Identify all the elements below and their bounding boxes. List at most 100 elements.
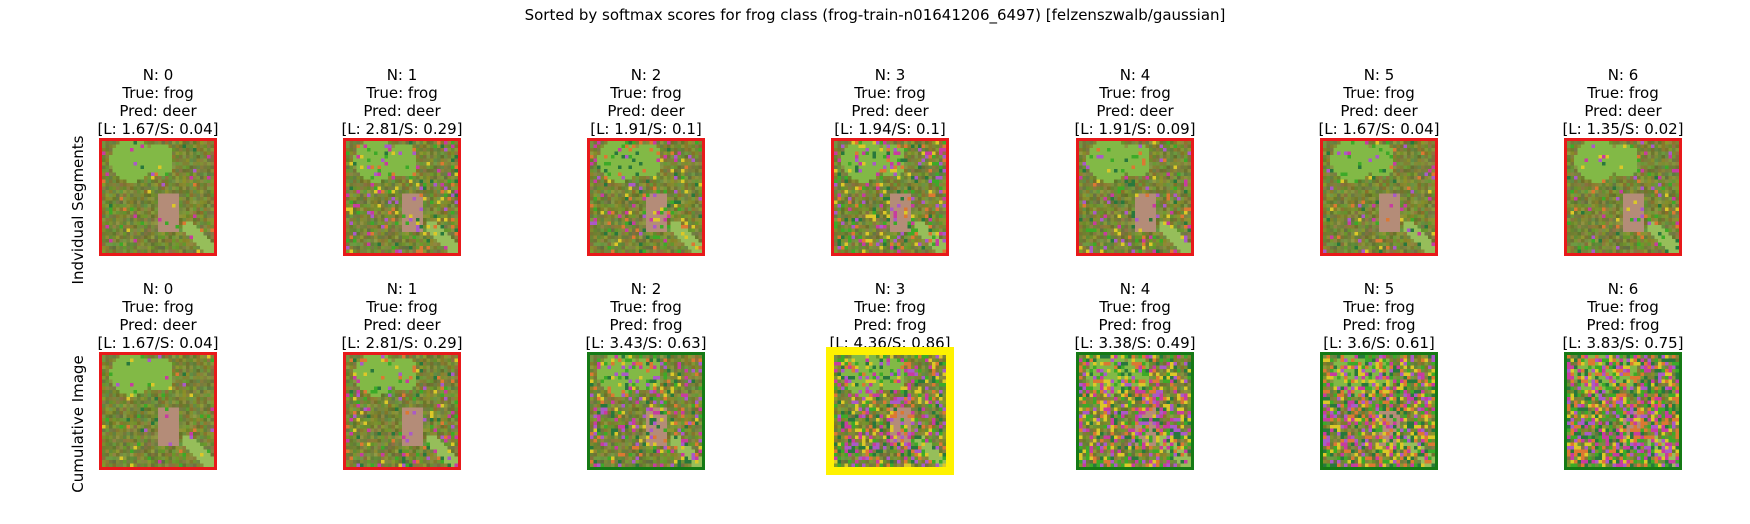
thumbnail-frame <box>1076 138 1194 256</box>
segment-index: N: 0 <box>142 280 174 298</box>
true-label: True: frog <box>854 84 926 102</box>
thumbnail-frame <box>1564 352 1682 470</box>
segment-index: N: 2 <box>630 280 662 298</box>
segment-index: N: 1 <box>386 66 418 84</box>
cell-caption: N: 2 True: frog Pred: deer [L: 1.91/S: 0.1] <box>546 66 746 138</box>
image-cell: N: 6 True: frog Pred: frog [L: 3.83/S: 0.75… <box>1523 280 1723 470</box>
true-label: True: frog <box>1343 298 1415 316</box>
true-label: True: frog <box>366 84 438 102</box>
thumbnail-frame <box>343 352 461 470</box>
thumbnail-image <box>590 141 702 253</box>
image-cell: N: 1 True: frog Pred: deer [L: 2.81/S: 0.29… <box>302 280 502 470</box>
segment-index: N: 6 <box>1607 280 1639 298</box>
score-label: [L: 1.94/S: 0.1] <box>834 120 946 138</box>
pred-label: Pred: frog <box>609 316 683 334</box>
segment-index: N: 0 <box>142 66 174 84</box>
cell-caption: N: 3 True: frog Pred: deer [L: 1.94/S: 0.1] <box>790 66 990 138</box>
pred-label: Pred: deer <box>119 316 197 334</box>
cell-caption: N: 5 True: frog Pred: deer [L: 1.67/S: 0.04… <box>1279 66 1479 138</box>
thumbnail-image <box>834 355 946 467</box>
score-label: [L: 2.81/S: 0.29] <box>341 334 463 352</box>
cell-caption: N: 1 True: frog Pred: deer [L: 2.81/S: 0.29… <box>302 280 502 352</box>
cell-caption: N: 5 True: frog Pred: frog [L: 3.6/S: 0.61] <box>1279 280 1479 352</box>
thumbnail-frame <box>99 352 217 470</box>
score-label: [L: 1.91/S: 0.1] <box>590 120 702 138</box>
thumbnail-image <box>346 141 458 253</box>
score-label: [L: 3.6/S: 0.61] <box>1323 334 1435 352</box>
true-label: True: frog <box>610 298 682 316</box>
true-label: True: frog <box>1587 84 1659 102</box>
image-cell: N: 2 True: frog Pred: frog [L: 3.43/S: 0.63… <box>546 280 746 470</box>
thumbnail-image <box>346 355 458 467</box>
segment-index: N: 3 <box>874 280 906 298</box>
segment-index: N: 5 <box>1363 66 1395 84</box>
segment-index: N: 1 <box>386 280 418 298</box>
thumbnail-frame <box>587 138 705 256</box>
image-cell: N: 1 True: frog Pred: deer [L: 2.81/S: 0.29… <box>302 66 502 256</box>
true-label: True: frog <box>366 298 438 316</box>
true-label: True: frog <box>1343 84 1415 102</box>
thumbnail-image <box>590 355 702 467</box>
image-cell: N: 4 True: frog Pred: frog [L: 3.38/S: 0.49… <box>1035 280 1235 470</box>
thumbnail-image <box>1079 141 1191 253</box>
true-label: True: frog <box>122 84 194 102</box>
image-cell: N: 5 True: frog Pred: deer [L: 1.67/S: 0.04… <box>1279 66 1479 256</box>
thumbnail-frame <box>1076 352 1194 470</box>
true-label: True: frog <box>610 84 682 102</box>
figure-title: Sorted by softmax scores for frog class … <box>524 6 1226 24</box>
pred-label: Pred: deer <box>1340 102 1418 120</box>
thumbnail-frame <box>1564 138 1682 256</box>
image-cell: N: 3 True: frog Pred: frog [L: 4.36/S: 0.86… <box>790 280 990 475</box>
cell-caption: N: 6 True: frog Pred: frog [L: 3.83/S: 0.75… <box>1523 280 1723 352</box>
true-label: True: frog <box>1099 298 1171 316</box>
segment-index: N: 6 <box>1607 66 1639 84</box>
thumbnail-image <box>834 141 946 253</box>
image-cell: N: 0 True: frog Pred: deer [L: 1.67/S: 0.04… <box>58 280 258 470</box>
thumbnail-frame <box>99 138 217 256</box>
cell-caption: N: 3 True: frog Pred: frog [L: 4.36/S: 0.86… <box>790 280 990 352</box>
pred-label: Pred: deer <box>851 102 929 120</box>
segment-index: N: 3 <box>874 66 906 84</box>
pred-label: Pred: deer <box>607 102 685 120</box>
true-label: True: frog <box>1587 298 1659 316</box>
thumbnail-image <box>1079 355 1191 467</box>
thumbnail-frame <box>831 138 949 256</box>
thumbnail-image <box>102 355 214 467</box>
image-cell: N: 3 True: frog Pred: deer [L: 1.94/S: 0.1] <box>790 66 990 256</box>
cell-caption: N: 6 True: frog Pred: deer [L: 1.35/S: 0.02… <box>1523 66 1723 138</box>
thumbnail-frame <box>343 138 461 256</box>
score-label: [L: 3.83/S: 0.75] <box>1562 334 1684 352</box>
image-cell: N: 5 True: frog Pred: frog [L: 3.6/S: 0.61] <box>1279 280 1479 470</box>
score-label: [L: 3.43/S: 0.63] <box>585 334 707 352</box>
cell-caption: N: 4 True: frog Pred: frog [L: 3.38/S: 0.49… <box>1035 280 1235 352</box>
segment-index: N: 2 <box>630 66 662 84</box>
pred-label: Pred: deer <box>363 316 441 334</box>
cell-caption: N: 0 True: frog Pred: deer [L: 1.67/S: 0.04… <box>58 280 258 352</box>
thumbnail-image <box>1567 355 1679 467</box>
cell-caption: N: 1 True: frog Pred: deer [L: 2.81/S: 0.29… <box>302 66 502 138</box>
cell-caption: N: 4 True: frog Pred: deer [L: 1.91/S: 0.09… <box>1035 66 1235 138</box>
pred-label: Pred: frog <box>853 316 927 334</box>
score-label: [L: 1.67/S: 0.04] <box>1318 120 1440 138</box>
image-cell: N: 0 True: frog Pred: deer [L: 1.67/S: 0.04… <box>58 66 258 256</box>
segment-index: N: 4 <box>1119 66 1151 84</box>
true-label: True: frog <box>854 298 926 316</box>
thumbnail-image <box>102 141 214 253</box>
thumbnail-image <box>1323 141 1435 253</box>
pred-label: Pred: deer <box>1584 102 1662 120</box>
score-label: [L: 1.91/S: 0.09] <box>1074 120 1196 138</box>
image-cell: N: 2 True: frog Pred: deer [L: 1.91/S: 0.1] <box>546 66 746 256</box>
thumbnail-frame <box>587 352 705 470</box>
pred-label: Pred: frog <box>1586 316 1660 334</box>
segment-index: N: 5 <box>1363 280 1395 298</box>
pred-label: Pred: frog <box>1098 316 1172 334</box>
thumbnail-image <box>1567 141 1679 253</box>
image-cell: N: 6 True: frog Pred: deer [L: 1.35/S: 0.02… <box>1523 66 1723 256</box>
score-label: [L: 2.81/S: 0.29] <box>341 120 463 138</box>
pred-label: Pred: deer <box>1096 102 1174 120</box>
row-label: Cumulative Image <box>69 355 87 493</box>
thumbnail-image <box>1323 355 1435 467</box>
score-label: [L: 1.67/S: 0.04] <box>97 120 219 138</box>
image-cell: N: 4 True: frog Pred: deer [L: 1.91/S: 0.09… <box>1035 66 1235 256</box>
cell-caption: N: 0 True: frog Pred: deer [L: 1.67/S: 0.04… <box>58 66 258 138</box>
